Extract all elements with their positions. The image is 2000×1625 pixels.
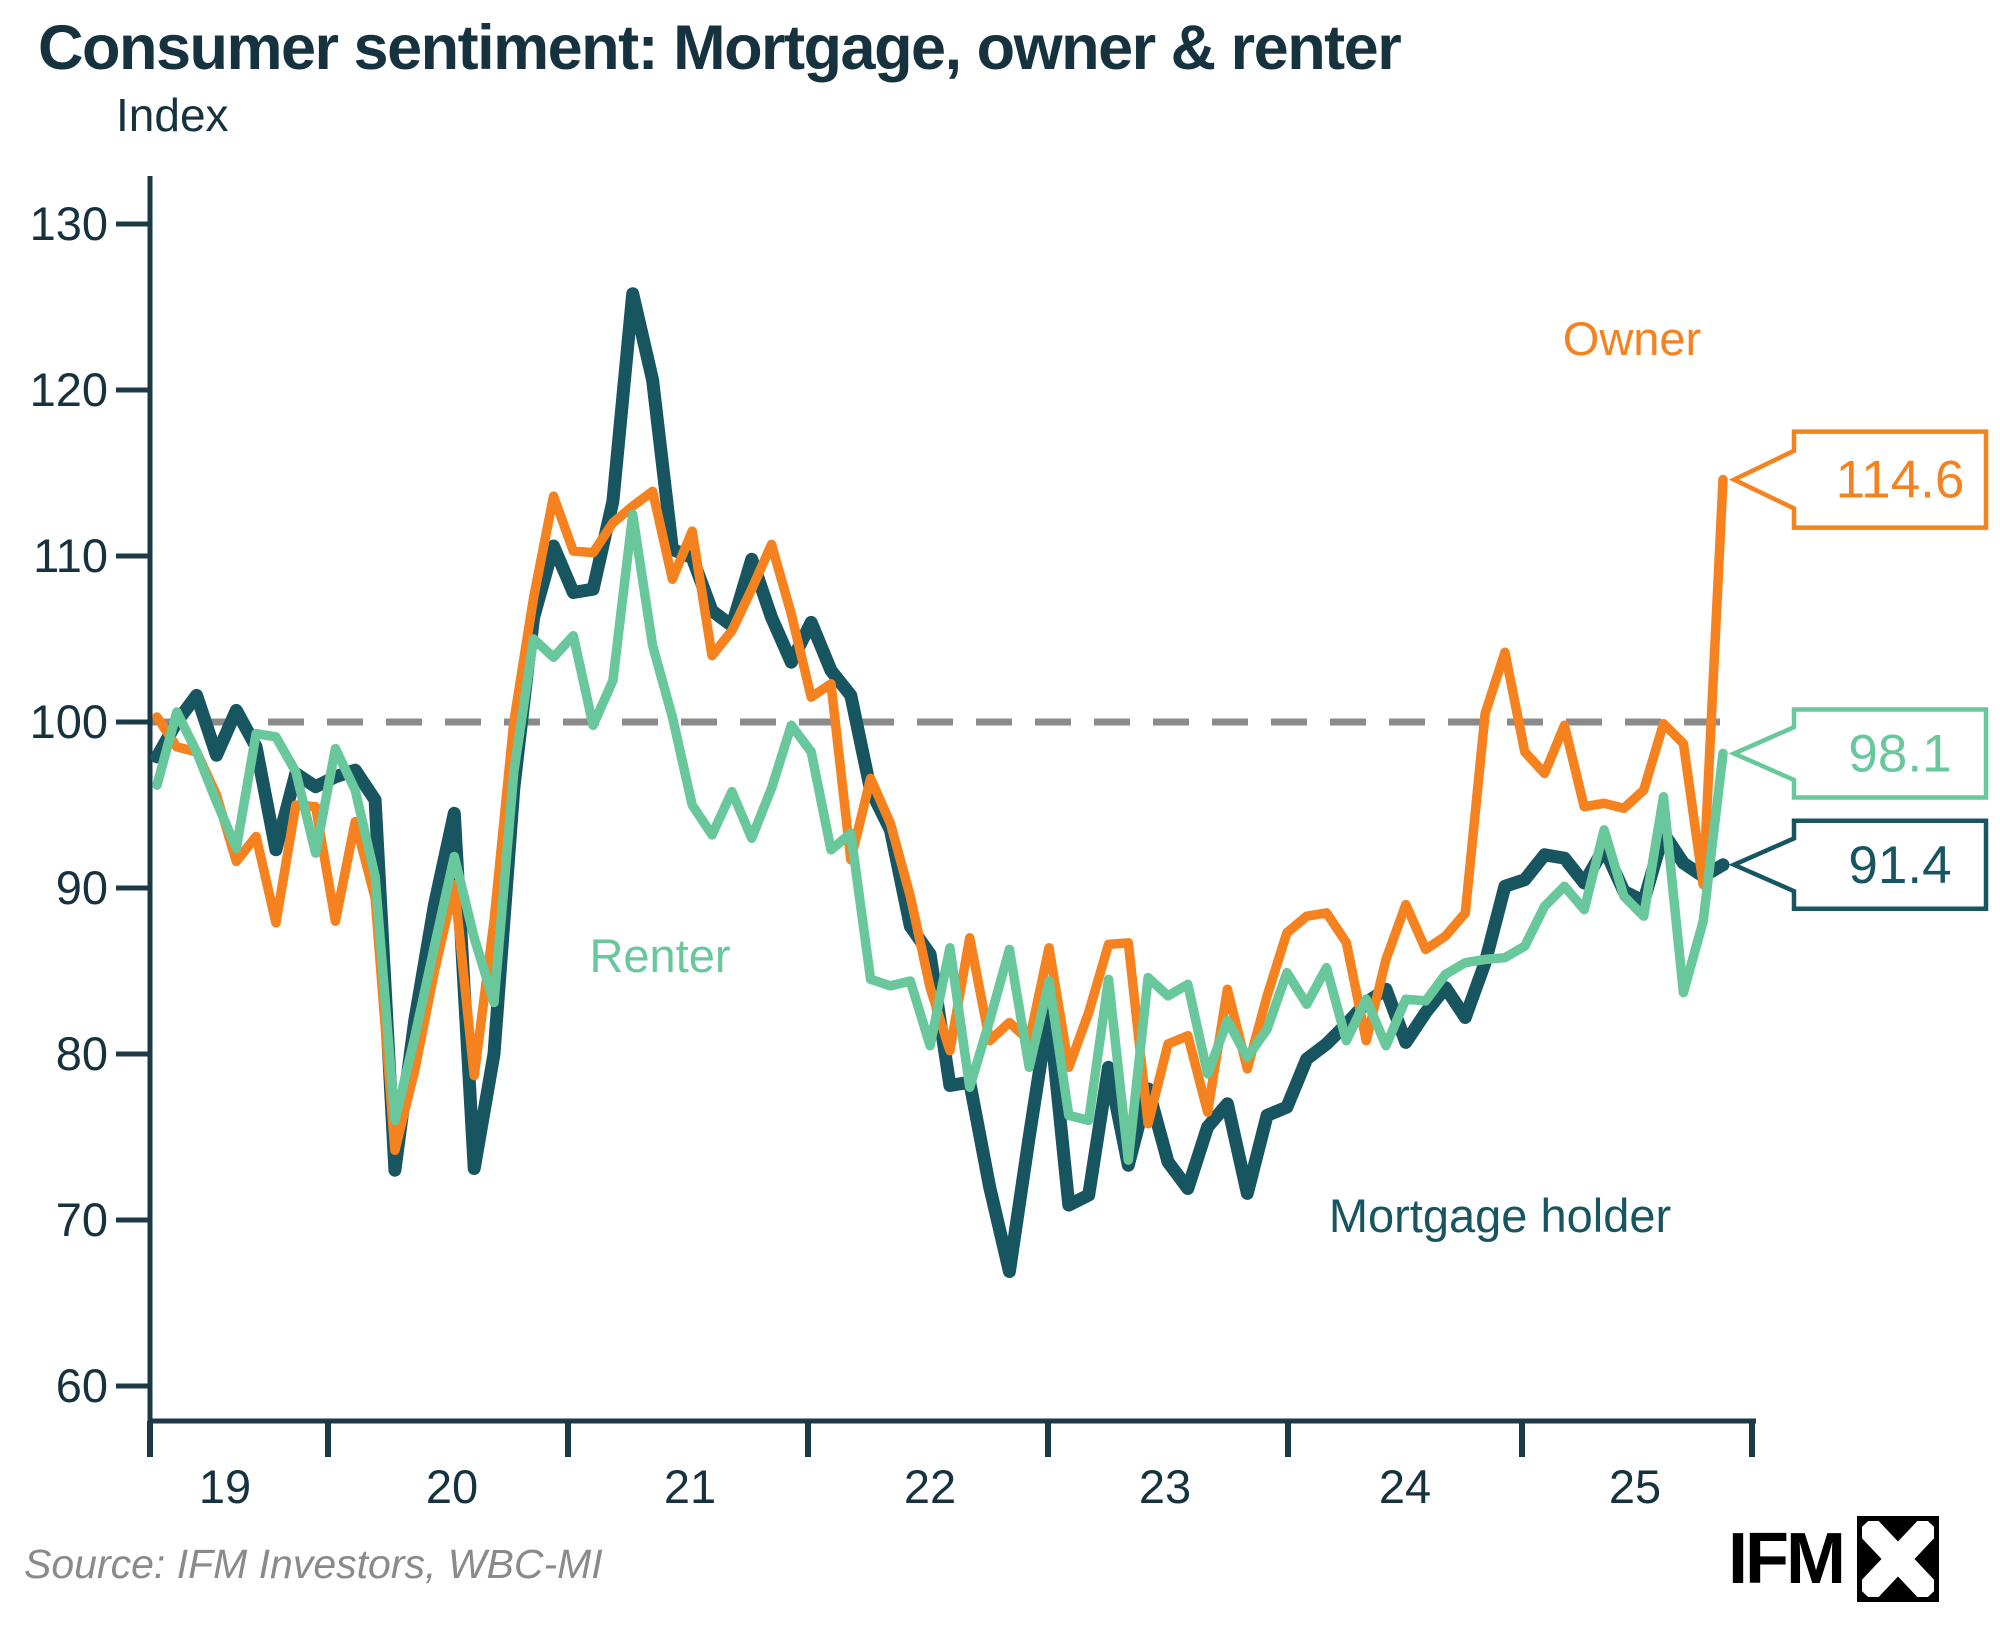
- callout-value-owner: 114.6: [1836, 451, 1965, 510]
- y-tick-label: 110: [33, 529, 108, 582]
- y-tick-label: 100: [30, 695, 108, 748]
- x-tick-label-year: 19: [199, 1460, 251, 1513]
- y-tick-label: 80: [56, 1027, 108, 1080]
- y-tick-label: 130: [30, 197, 108, 250]
- chart-title: Consumer sentiment: Mortgage, owner & re…: [38, 13, 1402, 83]
- x-tick-label-year: 21: [664, 1460, 716, 1513]
- callout-value-renter: 98.1: [1848, 725, 1951, 784]
- source-note: Source: IFM Investors, WBC-MI: [24, 1541, 603, 1587]
- callout-tag-mortgage-holder: [1728, 818, 1989, 912]
- series-label-owner: Owner: [1563, 312, 1701, 365]
- y-tick-label: 70: [56, 1193, 108, 1246]
- x-tick-label-year: 20: [426, 1460, 478, 1513]
- x-tick-label-year: 22: [904, 1460, 956, 1513]
- y-tick-label: 90: [56, 861, 108, 914]
- callout-value-mortgage-holder: 91.4: [1848, 836, 1951, 895]
- ifm-logo-text: IFM: [1728, 1519, 1846, 1599]
- x-tick-label-year: 25: [1609, 1460, 1661, 1513]
- series-line-renter: [152, 509, 1728, 1165]
- y-tick-label: 120: [30, 363, 108, 416]
- series-label-renter: Renter: [589, 929, 730, 982]
- ifm-pinwheel-icon: [1856, 1516, 1939, 1602]
- y-axis-unit-label: Index: [116, 89, 229, 141]
- x-tick-label-year: 24: [1379, 1460, 1431, 1513]
- callout-tag-renter: [1728, 707, 1989, 800]
- callout-tag-owner: [1728, 429, 1989, 530]
- ifm-logo: IFM: [1728, 1516, 1939, 1602]
- series-label-mortgage-holder: Mortgage holder: [1329, 1189, 1671, 1242]
- y-tick-label: 60: [56, 1359, 108, 1412]
- x-tick-label-year: 23: [1139, 1460, 1191, 1513]
